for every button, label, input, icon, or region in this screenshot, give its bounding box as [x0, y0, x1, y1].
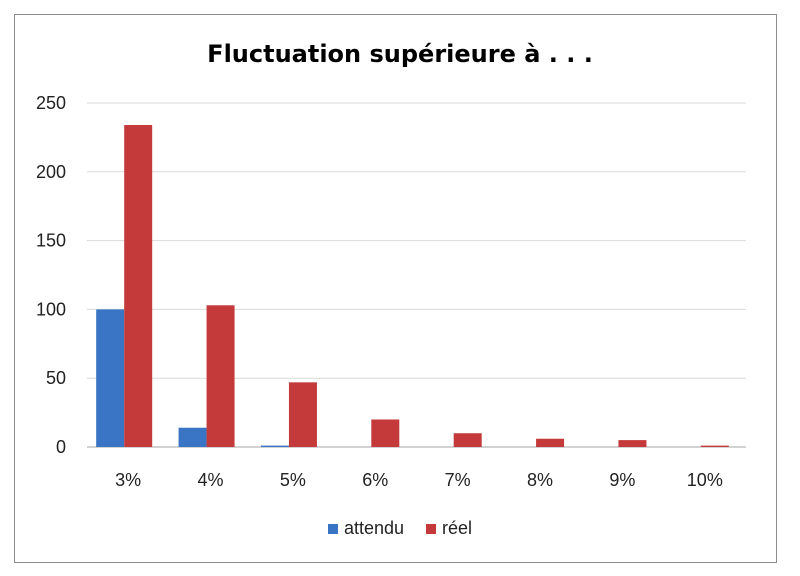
legend-swatch — [327, 523, 338, 534]
bars — [96, 125, 729, 448]
bar-réel-6% — [371, 419, 400, 447]
y-tick-label: 50 — [46, 368, 66, 388]
legend-label: réel — [442, 518, 473, 538]
chart-title: Fluctuation supérieure à . . . — [207, 40, 593, 68]
bar-réel-10% — [700, 445, 729, 447]
bar-réel-3% — [124, 125, 153, 448]
y-tick-label: 250 — [36, 93, 66, 113]
y-axis-ticks: 0 50 100 150 200 250 — [36, 93, 66, 457]
x-tick-label: 6% — [362, 470, 388, 490]
y-tick-label: 100 — [36, 299, 66, 319]
bar-réel-9% — [618, 440, 647, 447]
bar-réel-8% — [536, 438, 565, 447]
bar-attendu-3% — [96, 309, 125, 447]
legend: attendu réel — [0, 518, 800, 539]
bar-réel-5% — [288, 382, 317, 447]
legend-item: attendu — [327, 518, 405, 539]
x-tick-label: 8% — [527, 470, 553, 490]
legend-item: réel — [426, 518, 472, 539]
legend-label: attendu — [343, 518, 405, 538]
bar-réel-7% — [453, 433, 482, 447]
legend-swatch — [426, 523, 437, 534]
bar-attendu-5% — [260, 445, 289, 447]
x-tick-label: 9% — [609, 470, 635, 490]
y-tick-label: 0 — [56, 437, 66, 457]
x-tick-label: 3% — [115, 470, 141, 490]
gridlines — [87, 102, 746, 448]
x-tick-label: 10% — [687, 470, 723, 490]
y-tick-label: 150 — [36, 231, 66, 251]
x-axis-ticks: 3% 4% 5% 6% 7% 8% 9% 10% — [115, 470, 723, 490]
x-tick-label: 4% — [198, 470, 224, 490]
x-tick-label: 7% — [445, 470, 471, 490]
y-tick-label: 200 — [36, 162, 66, 182]
bar-attendu-4% — [178, 427, 207, 447]
bar-réel-4% — [206, 305, 235, 447]
x-tick-label: 5% — [280, 470, 306, 490]
